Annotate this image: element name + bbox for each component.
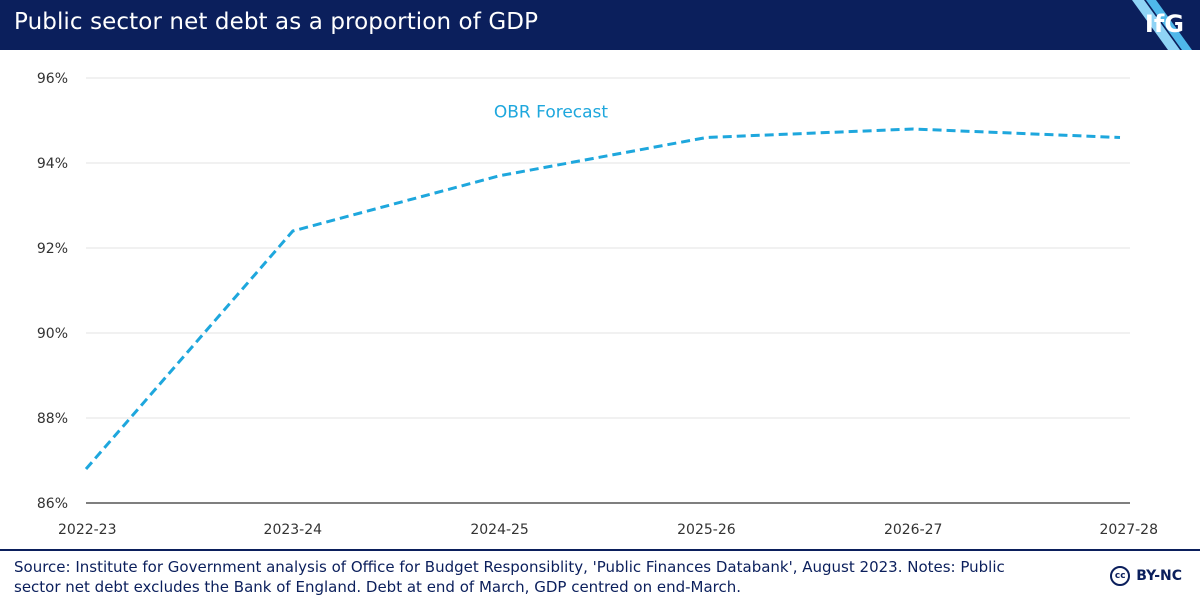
chart-title: Public sector net debt as a proportion o… bbox=[14, 9, 539, 35]
series-annotation-label: OBR Forecast bbox=[494, 103, 609, 123]
x-tick-label: 2022-23 bbox=[58, 522, 117, 538]
x-tick-label: 2026-27 bbox=[884, 522, 943, 538]
x-tick-label: 2025-26 bbox=[677, 522, 736, 538]
line-chart: 86% 88% 90% 92% 94% 96% 2022-23 2023-24 2024-25… bbox=[37, 71, 1158, 538]
y-tick-label: 92% bbox=[37, 241, 68, 257]
annotation-layer: OBR Forecast bbox=[494, 103, 609, 123]
source-line-1: Source: Institute for Government analysi… bbox=[14, 558, 1005, 576]
license-badge: cc BY-NC bbox=[1110, 566, 1182, 586]
series-line-obr-forecast bbox=[84, 127, 1121, 470]
y-tick-label: 94% bbox=[37, 156, 68, 172]
chart-footer: Source: Institute for Government analysi… bbox=[0, 549, 1200, 603]
license-text: BY-NC bbox=[1136, 568, 1182, 584]
y-axis: 86% 88% 90% 92% 94% 96% bbox=[37, 71, 68, 512]
source-note: Source: Institute for Government analysi… bbox=[14, 557, 1094, 597]
series-layer bbox=[84, 127, 1121, 470]
chart-header: Public sector net debt as a proportion o… bbox=[0, 0, 1200, 50]
ifg-logo: IfG bbox=[1144, 10, 1184, 38]
y-tick-label: 86% bbox=[37, 496, 68, 512]
y-tick-label: 96% bbox=[37, 71, 68, 87]
grid-layer bbox=[86, 77, 1130, 504]
creative-commons-icon: cc bbox=[1110, 566, 1131, 586]
x-axis: 2022-23 2023-24 2024-25 2025-26 2026-27 2027-… bbox=[58, 522, 1158, 538]
y-tick-label: 88% bbox=[37, 411, 68, 427]
y-tick-label: 90% bbox=[37, 326, 68, 342]
x-tick-label: 2027-28 bbox=[1100, 522, 1159, 538]
x-tick-label: 2024-25 bbox=[470, 522, 529, 538]
ifg-logo-stripes-icon bbox=[1132, 0, 1192, 50]
source-line-2: sector net debt excludes the Bank of Eng… bbox=[14, 578, 742, 596]
x-tick-label: 2023-24 bbox=[264, 522, 323, 538]
